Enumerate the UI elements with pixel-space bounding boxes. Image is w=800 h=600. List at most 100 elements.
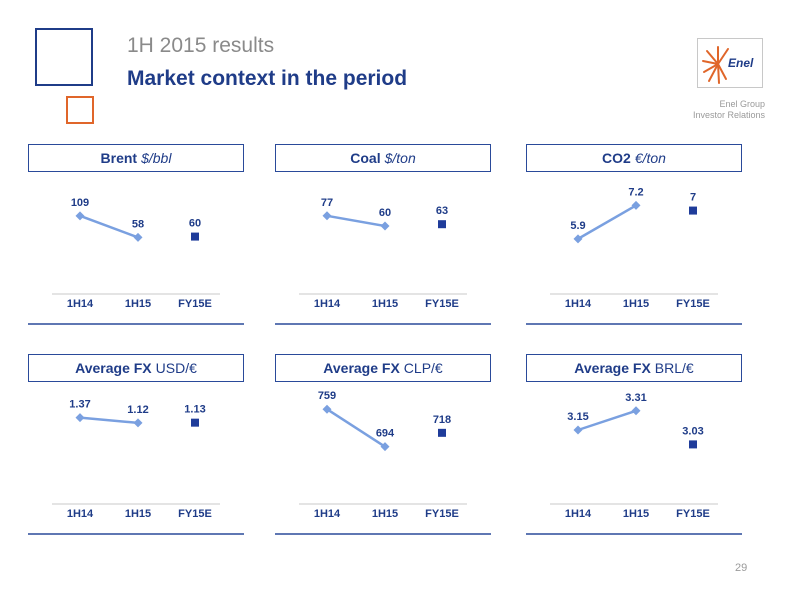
data-label: 694 — [376, 428, 395, 440]
decorative-orange-square — [66, 96, 94, 124]
enel-logo: Enel — [697, 38, 763, 88]
data-point — [75, 211, 85, 221]
data-label: 60 — [189, 218, 201, 230]
chart-panel-fx-clp: Average FX CLP/€ 1H14 1H15 FY15E 759 694 718 — [275, 354, 491, 544]
chart-title-main: Average FX — [323, 360, 400, 376]
data-point — [191, 232, 199, 241]
chart-title-main: CO2 — [602, 150, 631, 166]
chart-title: Coal $/ton — [275, 144, 491, 172]
data-label: 3.31 — [625, 392, 646, 404]
chart-title: Average FX USD/€ — [28, 354, 244, 382]
data-label: 109 — [71, 197, 89, 209]
data-label: 759 — [318, 390, 336, 402]
chart-plot: 1H14 1H15 FY15E 3.15 3.31 3.03 — [526, 392, 742, 535]
data-label: 5.9 — [570, 220, 585, 232]
chart-plot: 1H14 1H15 FY15E 77 60 63 — [275, 197, 491, 325]
x-tick-label: 1H14 — [314, 298, 341, 310]
enel-sun-icon — [702, 46, 729, 84]
data-point — [191, 418, 199, 427]
chart-panel-coal: Coal $/ton 1H14 1H15 FY15E 77 60 63 — [275, 144, 491, 334]
chart-title: CO2 €/ton — [526, 144, 742, 172]
x-tick-label: 1H15 — [372, 508, 398, 520]
chart-panel-fx-usd: Average FX USD/€ 1H14 1H15 FY15E 1.37 1.12 1.13 — [28, 354, 244, 544]
x-tick-label: 1H14 — [67, 298, 94, 310]
x-tick-label: 1H15 — [623, 508, 649, 520]
group-label: Enel Group — [719, 99, 765, 109]
data-label: 7.2 — [628, 186, 643, 198]
series-line — [326, 408, 386, 448]
data-label: 1.13 — [184, 404, 205, 416]
x-tick-label: FY15E — [178, 508, 212, 520]
data-point — [631, 200, 641, 210]
data-point — [689, 440, 697, 449]
data-label: 718 — [433, 414, 451, 426]
slide-title: Market context in the period — [127, 67, 408, 90]
chart-title-unit: CLP/€ — [403, 360, 443, 376]
chart-title-main: Average FX — [75, 360, 152, 376]
chart-plot: 1H14 1H15 FY15E 1.37 1.12 1.13 — [28, 399, 244, 535]
chart-title-main: Coal — [350, 150, 381, 166]
data-point — [573, 425, 583, 435]
data-point — [573, 234, 583, 244]
chart-plot: 1H14 1H15 FY15E 109 58 60 — [28, 197, 244, 325]
data-point — [322, 404, 332, 414]
x-tick-label: 1H15 — [125, 298, 151, 310]
chart-title-main: Average FX — [574, 360, 651, 376]
chart-plot: 1H14 1H15 FY15E 5.9 7.2 7 — [526, 186, 742, 325]
data-point — [322, 211, 332, 221]
data-label: 1.37 — [69, 399, 90, 411]
x-tick-label: FY15E — [676, 508, 710, 520]
x-tick-label: FY15E — [178, 298, 212, 310]
chart-panel-co2: CO2 €/ton 1H14 1H15 FY15E 5.9 7.2 7 — [526, 144, 742, 334]
chart-title-unit: USD/€ — [155, 360, 197, 376]
data-point — [133, 418, 143, 428]
slide-supertitle: 1H 2015 results — [127, 34, 275, 57]
x-tick-label: 1H14 — [565, 508, 592, 520]
series-line — [577, 204, 637, 240]
chart-title: Brent $/bbl — [28, 144, 244, 172]
data-label: 60 — [379, 207, 391, 219]
series-line — [577, 409, 637, 432]
series-line — [326, 214, 386, 228]
logo-text: Enel — [728, 56, 754, 70]
x-tick-label: FY15E — [676, 298, 710, 310]
data-point — [133, 232, 143, 242]
chart-title-unit: €/ton — [634, 150, 666, 166]
x-tick-label: 1H14 — [67, 508, 94, 520]
chart-title-unit: BRL/€ — [654, 360, 694, 376]
data-label: 3.15 — [567, 411, 588, 423]
x-tick-label: 1H15 — [623, 298, 649, 310]
data-label: 63 — [436, 205, 448, 217]
chart-title-unit: $/bbl — [141, 150, 172, 166]
chart-title-main: Brent — [100, 150, 138, 166]
series-line — [79, 214, 139, 239]
chart-plot: 1H14 1H15 FY15E 759 694 718 — [275, 390, 491, 535]
chart-panel-brent: Brent $/bbl 1H14 1H15 FY15E 109 58 60 — [28, 144, 244, 334]
x-tick-label: 1H15 — [125, 508, 151, 520]
investor-relations-label: Investor Relations — [692, 110, 765, 120]
chart-title: Average FX CLP/€ — [275, 354, 491, 382]
data-label: 58 — [132, 218, 144, 230]
data-point — [689, 206, 697, 215]
data-point — [438, 220, 446, 229]
x-tick-label: 1H14 — [314, 508, 341, 520]
x-tick-label: FY15E — [425, 508, 459, 520]
data-label: 77 — [321, 197, 333, 209]
chart-title: Average FX BRL/€ — [526, 354, 742, 382]
data-point — [438, 428, 446, 437]
data-label: 1.12 — [127, 404, 148, 416]
page-number: 29 — [735, 562, 748, 574]
data-point — [75, 413, 85, 423]
data-point — [631, 406, 641, 416]
series-line — [79, 416, 139, 425]
data-point — [380, 221, 390, 231]
chart-panel-fx-brl: Average FX BRL/€ 1H14 1H15 FY15E 3.15 3.31 3.03 — [526, 354, 742, 544]
data-label: 7 — [690, 192, 696, 204]
x-tick-label: 1H15 — [372, 298, 398, 310]
x-tick-label: 1H14 — [565, 298, 592, 310]
data-point — [380, 442, 390, 452]
data-label: 3.03 — [682, 425, 703, 437]
x-tick-label: FY15E — [425, 298, 459, 310]
chart-title-unit: $/ton — [384, 150, 416, 166]
decorative-blue-square — [35, 28, 93, 86]
